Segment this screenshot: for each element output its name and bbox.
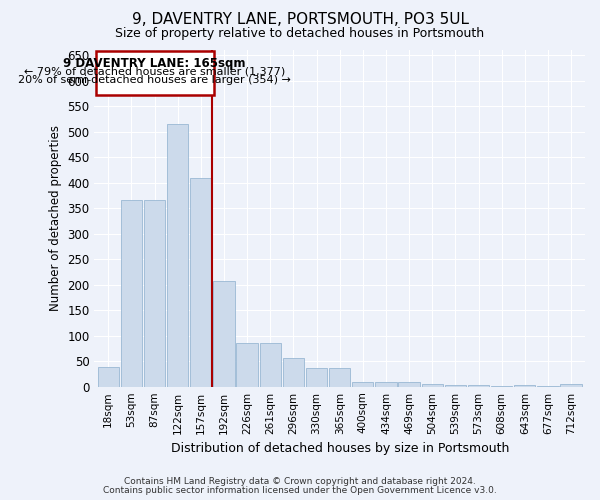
Text: Contains HM Land Registry data © Crown copyright and database right 2024.: Contains HM Land Registry data © Crown c… xyxy=(124,477,476,486)
Bar xyxy=(260,344,281,386)
Bar xyxy=(306,368,327,386)
Bar xyxy=(95,51,214,95)
Bar xyxy=(167,124,188,386)
Text: 9, DAVENTRY LANE, PORTSMOUTH, PO3 5UL: 9, DAVENTRY LANE, PORTSMOUTH, PO3 5UL xyxy=(131,12,469,28)
Text: ← 79% of detached houses are smaller (1,377): ← 79% of detached houses are smaller (1,… xyxy=(24,66,285,76)
Bar xyxy=(398,382,420,386)
Bar xyxy=(468,385,489,386)
Bar xyxy=(283,358,304,386)
Bar xyxy=(214,281,235,386)
Bar xyxy=(376,382,397,386)
Text: 20% of semi-detached houses are larger (354) →: 20% of semi-detached houses are larger (… xyxy=(18,75,291,85)
X-axis label: Distribution of detached houses by size in Portsmouth: Distribution of detached houses by size … xyxy=(170,442,509,455)
Y-axis label: Number of detached properties: Number of detached properties xyxy=(49,126,62,312)
Bar xyxy=(514,385,535,386)
Bar xyxy=(445,385,466,386)
Bar xyxy=(329,368,350,386)
Text: Contains public sector information licensed under the Open Government Licence v3: Contains public sector information licen… xyxy=(103,486,497,495)
Bar xyxy=(98,368,119,386)
Bar xyxy=(121,200,142,386)
Bar xyxy=(422,384,443,386)
Bar xyxy=(560,384,582,386)
Text: Size of property relative to detached houses in Portsmouth: Size of property relative to detached ho… xyxy=(115,28,485,40)
Bar xyxy=(144,200,165,386)
Bar xyxy=(190,178,212,386)
Text: 9 DAVENTRY LANE: 165sqm: 9 DAVENTRY LANE: 165sqm xyxy=(64,57,246,70)
Bar xyxy=(352,382,373,386)
Bar xyxy=(236,344,258,386)
